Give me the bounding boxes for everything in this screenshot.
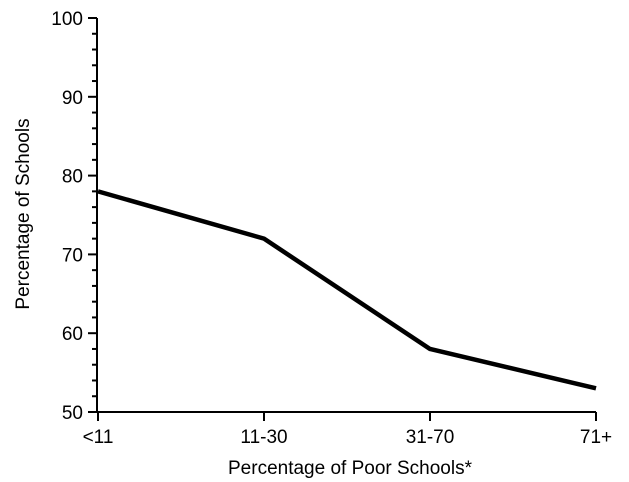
x-axis-ticks: <11 11-30 31-70 71+ bbox=[83, 412, 612, 448]
y-tick-label: 70 bbox=[62, 245, 83, 266]
y-tick-label: 90 bbox=[62, 88, 83, 109]
y-tick-label: 80 bbox=[62, 167, 83, 188]
y-tick-label: 50 bbox=[62, 403, 83, 424]
y-axis-title: Percentage of Schools bbox=[13, 118, 34, 309]
x-axis-title: Percentage of Poor Schools* bbox=[228, 458, 473, 479]
x-tick-label: 11-30 bbox=[240, 427, 287, 448]
axes bbox=[96, 18, 596, 413]
y-axis-ticks: 50 60 70 80 90 100 bbox=[51, 9, 97, 424]
series-line bbox=[97, 189, 597, 391]
x-tick-label: <11 bbox=[83, 427, 114, 448]
x-tick-label: 71+ bbox=[580, 427, 612, 448]
y-tick-label: 100 bbox=[51, 9, 83, 30]
series-group bbox=[97, 189, 597, 391]
y-tick-label: 60 bbox=[62, 324, 83, 345]
x-tick-label: 31-70 bbox=[406, 427, 455, 448]
